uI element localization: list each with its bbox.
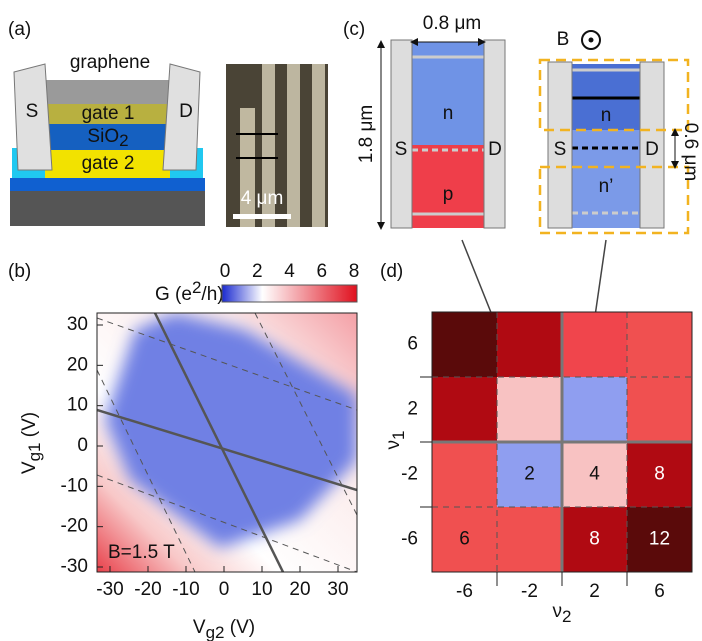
cell	[562, 312, 627, 377]
label: gate 1	[82, 103, 135, 124]
label: n	[443, 103, 454, 124]
cell-label: 8	[654, 464, 665, 485]
colorbar-tick-label: 6	[316, 261, 327, 282]
x-tick-label: 6	[654, 581, 665, 602]
label: gate 2	[82, 153, 135, 174]
x-axis-label: Vg2 (V)	[193, 617, 255, 641]
panel-label: (d)	[380, 261, 403, 282]
colorbar-tick-label: 4	[284, 261, 295, 282]
cell	[627, 377, 692, 442]
label: D	[645, 139, 659, 160]
x-tick-label: 10	[251, 579, 272, 600]
panel-label: (b)	[8, 261, 31, 282]
cell-label: 12	[649, 529, 670, 550]
cell	[497, 377, 562, 442]
cell-label: 8	[589, 529, 600, 550]
y-tick-label: 20	[67, 354, 88, 375]
y-tick-label: 2	[407, 399, 418, 420]
panel-a: (a) graphene gate 1 SiO2 gate 2 S D 4 μm	[8, 19, 328, 227]
label: 0.8 μm	[423, 13, 481, 34]
y-tick-label: -6	[401, 529, 418, 550]
label: n	[601, 105, 612, 126]
panel-label: (a)	[8, 19, 31, 40]
y-tick-label: -30	[61, 556, 88, 577]
label: S	[26, 101, 39, 122]
colorbar-tick-label: 2	[252, 261, 263, 282]
label: S	[395, 139, 408, 160]
label: S	[554, 139, 567, 160]
colorbar-title: G (e2/h)	[155, 278, 224, 305]
scale-label: 4 μm	[241, 188, 284, 209]
label: B	[557, 29, 570, 50]
x-tick-label: -30	[96, 579, 123, 600]
x-tick-label: 2	[589, 581, 600, 602]
x-tick-label: -20	[134, 579, 161, 600]
x-tick-label: 0	[219, 579, 230, 600]
cell-label: 4	[589, 464, 600, 485]
y-tick-label: 10	[67, 395, 88, 416]
cell	[432, 312, 497, 377]
figure: (a) graphene gate 1 SiO2 gate 2 S D 4 μm…	[0, 0, 702, 641]
y-axis-label: Vg1 (V)	[19, 412, 44, 474]
contact	[484, 40, 505, 228]
y-tick-label: 6	[407, 334, 418, 355]
x-tick-label: 20	[289, 579, 310, 600]
panel-b: (b) G (e2/h) B=1.5 T Vg2 (V) Vg1 (V) 024…	[8, 261, 359, 641]
cell	[497, 507, 562, 572]
annotation: B=1.5 T	[108, 542, 175, 563]
x-tick-label: 30	[327, 579, 348, 600]
y-tick-label: -2	[401, 464, 418, 485]
contact	[391, 40, 412, 228]
label: p	[443, 184, 454, 205]
panel-label: (c)	[343, 19, 365, 40]
panel-d: (d) ν1 ν2 2 4 8 6 8 12 6 2 -2 -6 -6 -2 2 6	[380, 261, 692, 626]
label: graphene	[70, 52, 150, 73]
field-symbol	[589, 38, 594, 43]
label: n’	[599, 176, 614, 197]
y-tick-label: -10	[61, 475, 88, 496]
y-tick-label: -20	[61, 516, 88, 537]
stripe	[312, 64, 325, 227]
y-axis-label: ν1	[383, 431, 408, 450]
cell	[497, 312, 562, 377]
stripe	[287, 64, 300, 227]
colorbar-tick-label: 0	[220, 261, 231, 282]
cell-label: 2	[524, 464, 535, 485]
scale-bar	[233, 214, 291, 219]
layer	[10, 178, 205, 191]
x-tick-label: -6	[456, 581, 473, 602]
cell	[432, 442, 497, 507]
label: D	[179, 101, 193, 122]
label: 0.6 μm	[680, 123, 701, 181]
y-tick-label: 0	[77, 435, 88, 456]
colorbar	[222, 285, 357, 302]
cell-label: 6	[459, 529, 470, 550]
graphene-layer	[45, 80, 170, 104]
x-tick-label: -2	[521, 581, 538, 602]
colorbar-tick-label: 8	[349, 261, 360, 282]
cell	[627, 312, 692, 377]
x-axis-label: ν2	[553, 601, 572, 626]
stripe	[240, 108, 255, 227]
cell	[432, 377, 497, 442]
substrate	[10, 190, 205, 226]
x-tick-label: -10	[172, 579, 199, 600]
label: 1.8 μm	[356, 105, 377, 163]
cell	[562, 377, 627, 442]
y-tick-label: 30	[67, 314, 88, 335]
label: D	[488, 139, 502, 160]
